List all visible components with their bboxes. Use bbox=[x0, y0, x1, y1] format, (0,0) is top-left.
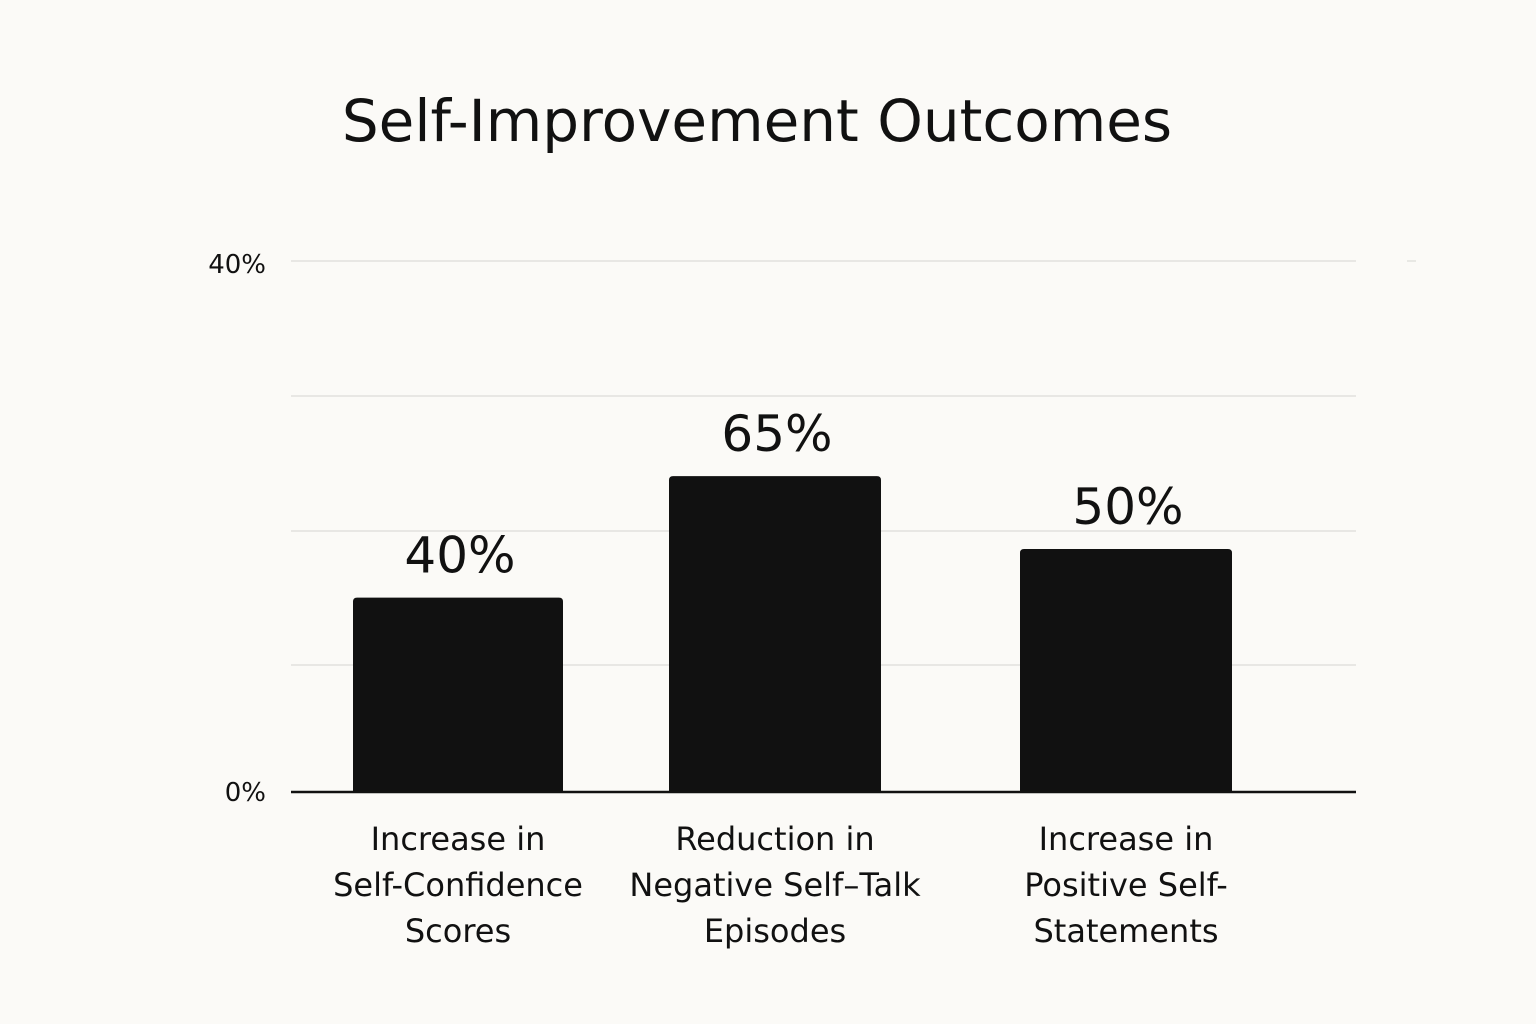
category-label: Increase in bbox=[371, 820, 546, 858]
category-label: Statements bbox=[1033, 912, 1218, 950]
category-label: Episodes bbox=[704, 912, 846, 950]
value-label: 65% bbox=[721, 405, 832, 463]
category-label: Reduction in bbox=[675, 820, 874, 858]
value-label: 40% bbox=[404, 527, 515, 585]
category-label: Scores bbox=[405, 912, 511, 950]
value-label: 50% bbox=[1072, 478, 1183, 536]
category-labels: Increase in Self-Confidence Scores Reductio… bbox=[333, 820, 1228, 950]
category-label: Increase in bbox=[1039, 820, 1214, 858]
bar bbox=[669, 476, 881, 792]
category-label: Positive Self- bbox=[1024, 866, 1227, 904]
chart-title: Self-Improvement Outcomes bbox=[342, 87, 1172, 155]
value-labels: 40% 65% 50% bbox=[404, 405, 1183, 584]
bar bbox=[353, 597, 563, 792]
y-axis-ticks: 0% 40% bbox=[208, 250, 266, 808]
category-label: Negative Self–Talk bbox=[629, 866, 921, 904]
y-tick-label: 0% bbox=[225, 778, 266, 808]
bars bbox=[353, 476, 1232, 792]
category-label: Self-Confidence bbox=[333, 866, 583, 904]
y-tick-label: 40% bbox=[208, 250, 266, 280]
bar bbox=[1020, 549, 1232, 792]
